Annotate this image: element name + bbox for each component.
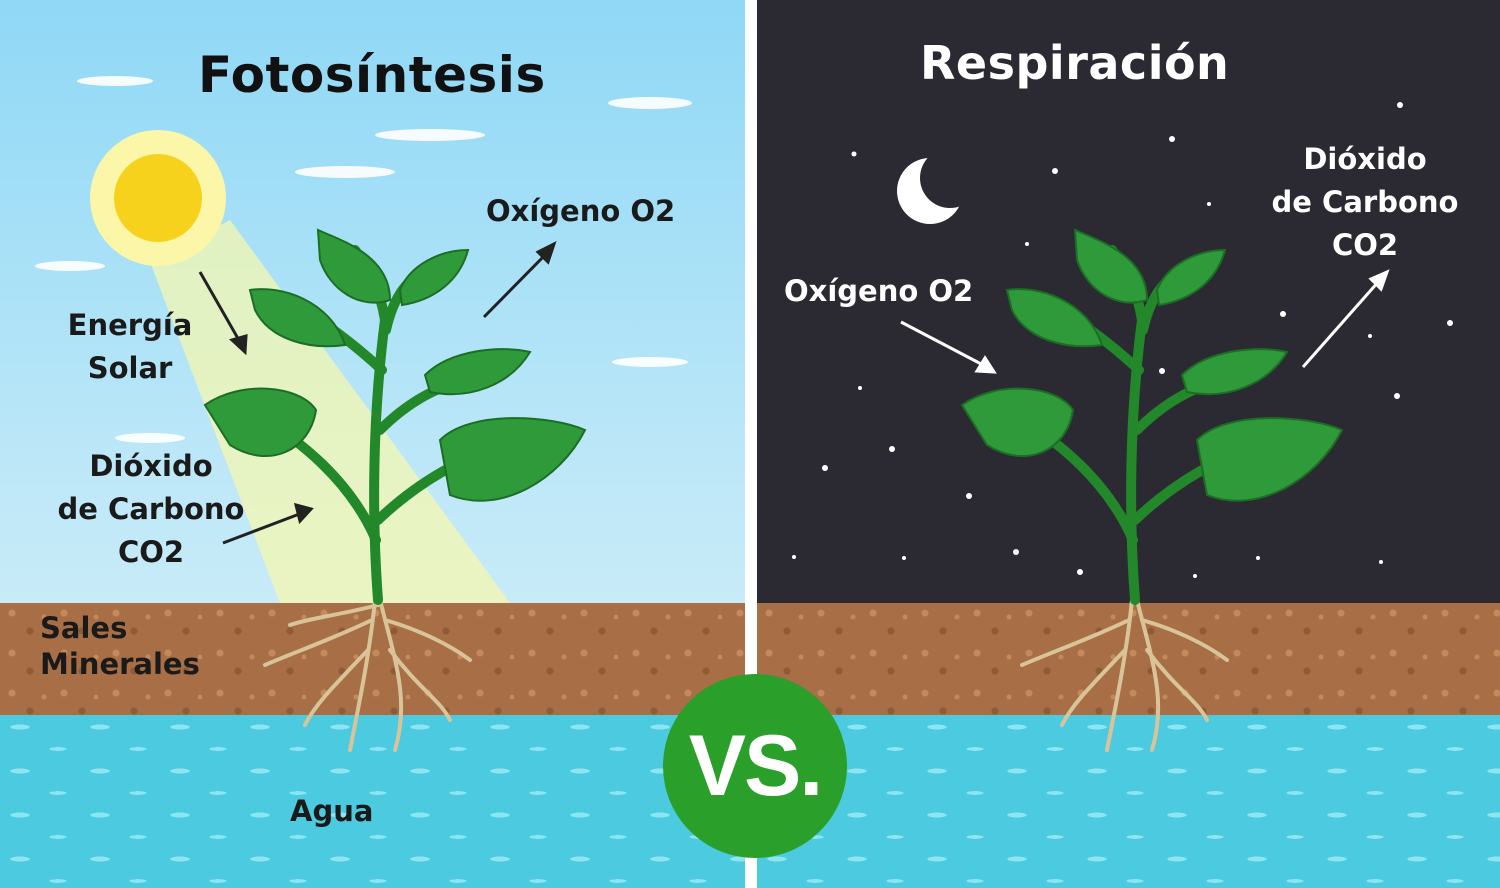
- co2-line-3: CO2: [117, 535, 185, 569]
- oxygen-label: Oxígeno O2: [486, 194, 676, 228]
- water-label: Agua: [290, 794, 374, 828]
- moon-shadow: [920, 148, 980, 208]
- oxygen-arrow-head: [535, 241, 557, 265]
- leaves: [203, 228, 587, 502]
- photosynthesis-panel: Fotosíntesis Oxígeno O2 Energía Solar Di…: [0, 0, 745, 888]
- water: [0, 715, 745, 888]
- vs-badge: VS.: [663, 674, 847, 858]
- roots: [263, 598, 472, 752]
- co2-arrow: [222, 511, 303, 545]
- respiration-panel: [757, 0, 1500, 888]
- oxygen-in-arrow-head: [974, 355, 997, 374]
- solar-energy-label: Energía Solar: [60, 304, 200, 390]
- mineral-salts-line-1: Sales: [40, 611, 128, 645]
- sun-beam: [150, 220, 510, 603]
- respiration-title: Respiración: [920, 36, 1230, 90]
- co2-out-line-3: CO2: [1331, 228, 1399, 262]
- co2-label: Dióxido de Carbono CO2: [46, 445, 256, 574]
- solar-arrow-head: [229, 333, 248, 356]
- soil-right: [757, 603, 1500, 718]
- stars: [792, 102, 1453, 578]
- night-scene: [792, 102, 1453, 578]
- roots-right: [1020, 598, 1229, 752]
- co2-line-2: de Carbono: [57, 492, 245, 526]
- oxygen-in-arrow: [900, 320, 986, 368]
- oxygen-arrow: [482, 250, 550, 319]
- mineral-salts-label: Sales Minerales: [40, 610, 200, 682]
- co2-line-1: Dióxido: [89, 449, 213, 483]
- sun-icon: [114, 154, 202, 242]
- water-right: [757, 715, 1500, 888]
- solar-arrow: [198, 271, 242, 343]
- plant-right: [960, 228, 1344, 752]
- co2-out-label: Dióxido de Carbono CO2: [1260, 138, 1470, 267]
- day-scene: [35, 76, 692, 603]
- mineral-salts-line-2: Minerales: [40, 647, 200, 681]
- solar-energy-line-2: Solar: [87, 351, 173, 385]
- arrows: [198, 241, 557, 545]
- co2-out-line-2: de Carbono: [1271, 185, 1459, 219]
- leaves-right: [960, 228, 1344, 502]
- co2-out-arrow: [1301, 280, 1381, 368]
- solar-energy-line-1: Energía: [67, 308, 193, 342]
- vs-text: VS.: [688, 717, 824, 814]
- oxygen-in-label: Oxígeno O2: [784, 274, 974, 308]
- co2-out-arrow-head: [1368, 269, 1390, 292]
- clouds: [35, 76, 692, 443]
- photosynthesis-title: Fotosíntesis: [198, 46, 546, 104]
- plant-left: [203, 228, 587, 752]
- arrows-right: [900, 269, 1390, 374]
- co2-arrow-head: [293, 502, 314, 525]
- co2-out-line-1: Dióxido: [1303, 142, 1427, 176]
